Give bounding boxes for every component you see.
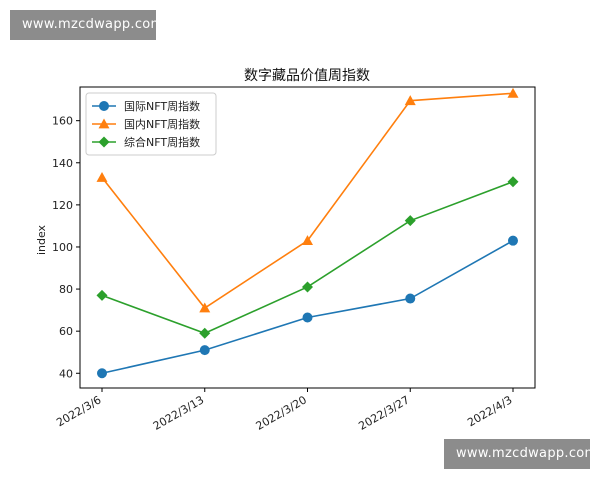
data-point: [405, 293, 416, 304]
series-0: [97, 235, 518, 379]
data-point: [507, 87, 519, 98]
data-point: [302, 235, 313, 246]
series-layer: [96, 87, 519, 379]
x-tick-label: 2022/4/3: [465, 393, 514, 429]
x-tick-label: 2022/3/13: [151, 393, 206, 432]
legend-label: 国际NFT周指数: [124, 99, 200, 113]
data-point: [302, 312, 313, 323]
y-axis-label: index: [35, 224, 48, 255]
data-point: [97, 368, 107, 379]
legend-label: 综合NFT周指数: [124, 135, 200, 149]
chart-title: 数字藏品价值周指数: [244, 68, 370, 84]
y-tick-label: 160: [52, 115, 73, 128]
series-2: [96, 176, 519, 339]
data-point: [404, 95, 416, 106]
data-point: [507, 176, 519, 188]
legend-marker: [98, 118, 110, 129]
series-1: [96, 87, 519, 313]
watermark-top: www.mzcdwapp.com: [10, 10, 163, 40]
legend-marker: [99, 101, 109, 111]
legend-marker: [98, 136, 110, 148]
y-tick-label: 40: [59, 367, 73, 380]
data-point: [199, 327, 211, 339]
y-tick-label: 100: [52, 241, 73, 254]
y-tick-label: 140: [52, 157, 73, 170]
y-tick-label: 120: [52, 199, 73, 212]
legend-box: [85, 92, 217, 156]
data-point: [96, 172, 108, 182]
data-point: [96, 289, 108, 301]
y-tick-label: 60: [59, 325, 73, 338]
x-tick-label: 2022/3/6: [54, 393, 103, 429]
x-axis: 2022/3/6 2022/3/13 2022/3/20 2022/3/27 2022/…: [54, 388, 515, 433]
data-point: [302, 281, 313, 293]
legend-label: 国内NFT周指数: [124, 117, 200, 131]
data-point: [404, 215, 416, 227]
watermark-bottom: www.mzcdwapp.com: [444, 439, 597, 469]
data-point: [199, 345, 210, 356]
data-point: [199, 302, 211, 313]
x-tick-label: 2022/3/27: [356, 393, 411, 432]
data-point: [508, 235, 518, 246]
x-tick-label: 2022/3/20: [254, 393, 309, 432]
y-axis: 40 60 80 100 120 140 160: [52, 115, 80, 380]
series-line: [101, 239, 514, 375]
y-tick-label: 80: [59, 283, 73, 296]
series-line: [101, 180, 514, 335]
